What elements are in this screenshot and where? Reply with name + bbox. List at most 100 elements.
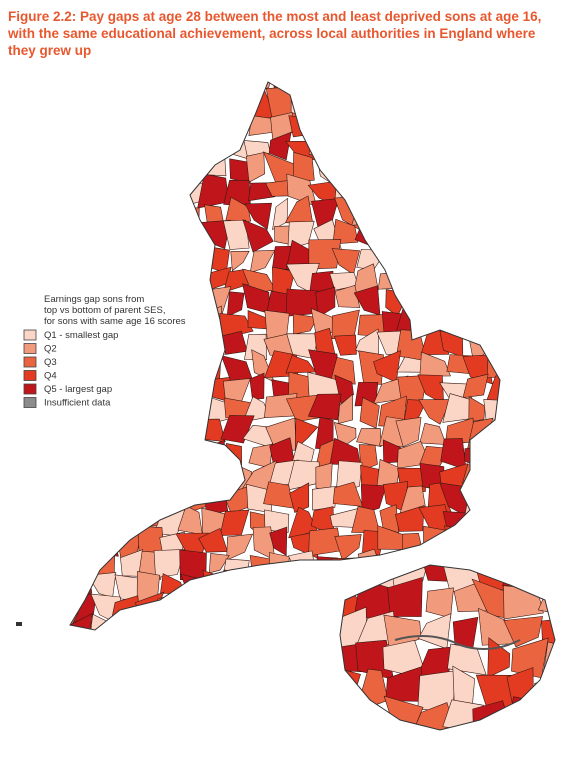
- region: [424, 265, 451, 289]
- region: [307, 393, 342, 421]
- region: [90, 86, 113, 117]
- region: [308, 239, 342, 270]
- region: [537, 590, 555, 619]
- region: [177, 227, 208, 250]
- region: [449, 86, 474, 119]
- region: [352, 113, 378, 134]
- region: [405, 242, 429, 273]
- region: [395, 505, 425, 532]
- region: [354, 179, 384, 203]
- region: [314, 108, 335, 139]
- region: [70, 225, 74, 251]
- region: [270, 112, 293, 140]
- region: [156, 373, 188, 401]
- region: [463, 82, 492, 96]
- region: [70, 484, 78, 506]
- region: [461, 503, 494, 532]
- region: [484, 134, 500, 161]
- region: [230, 250, 250, 272]
- legend-title: for sons with same age 16 scores: [44, 316, 186, 327]
- region: [198, 137, 233, 154]
- region: [487, 504, 500, 539]
- region: [272, 197, 289, 231]
- region: [200, 82, 229, 95]
- region: [70, 612, 79, 630]
- region: [289, 482, 310, 513]
- region: [448, 116, 470, 137]
- region: [377, 270, 408, 290]
- region: [454, 739, 488, 773]
- region: [340, 84, 354, 118]
- region: [513, 404, 535, 425]
- region: [263, 598, 295, 616]
- region: [462, 373, 489, 399]
- region: [139, 139, 167, 163]
- region: [180, 573, 204, 603]
- region: [93, 261, 118, 294]
- region: [113, 82, 144, 97]
- region: [202, 305, 224, 339]
- region: [89, 151, 115, 179]
- region: [219, 509, 250, 536]
- region: [358, 134, 382, 164]
- region: [466, 307, 496, 339]
- region: [70, 177, 76, 206]
- region: [156, 492, 184, 512]
- region: [515, 153, 531, 183]
- region: [507, 472, 536, 491]
- region: [418, 399, 452, 425]
- region: [510, 241, 540, 273]
- region: [70, 600, 75, 625]
- region: [506, 197, 533, 230]
- region: [132, 156, 160, 180]
- region: [131, 615, 166, 630]
- region: [330, 557, 357, 580]
- region: [154, 245, 189, 273]
- region: [421, 221, 452, 253]
- region: [373, 163, 399, 186]
- region: [506, 132, 540, 163]
- region: [70, 154, 72, 177]
- region: [311, 82, 342, 98]
- region: [70, 415, 96, 444]
- region: [181, 420, 206, 449]
- region: [180, 86, 209, 119]
- legend-swatch: [23, 343, 37, 354]
- region: [401, 261, 429, 294]
- region: [422, 95, 443, 119]
- region: [118, 173, 135, 204]
- region: [503, 616, 543, 648]
- region: [541, 736, 569, 764]
- region: [351, 82, 378, 96]
- region: [202, 569, 233, 601]
- region: [72, 269, 101, 296]
- england-outline: [69, 81, 501, 631]
- region: [405, 289, 421, 311]
- region: [72, 82, 97, 95]
- region: [90, 534, 119, 557]
- region: [94, 441, 119, 471]
- region: [70, 459, 76, 490]
- region: [179, 82, 204, 93]
- region: [284, 82, 312, 95]
- region: [153, 266, 187, 297]
- region: [470, 264, 488, 296]
- region: [493, 419, 500, 451]
- region: [464, 196, 496, 229]
- region: [442, 264, 474, 297]
- region: [387, 576, 423, 617]
- region: [70, 82, 76, 96]
- region: [334, 284, 361, 308]
- region: [70, 180, 98, 199]
- region: [224, 93, 253, 121]
- legend-swatch: [23, 383, 37, 395]
- region: [288, 595, 319, 623]
- region: [249, 372, 265, 400]
- region: [226, 291, 245, 318]
- region: [177, 461, 201, 495]
- region: [153, 176, 189, 207]
- region: [136, 459, 165, 492]
- region: [502, 565, 544, 587]
- region: [117, 247, 137, 265]
